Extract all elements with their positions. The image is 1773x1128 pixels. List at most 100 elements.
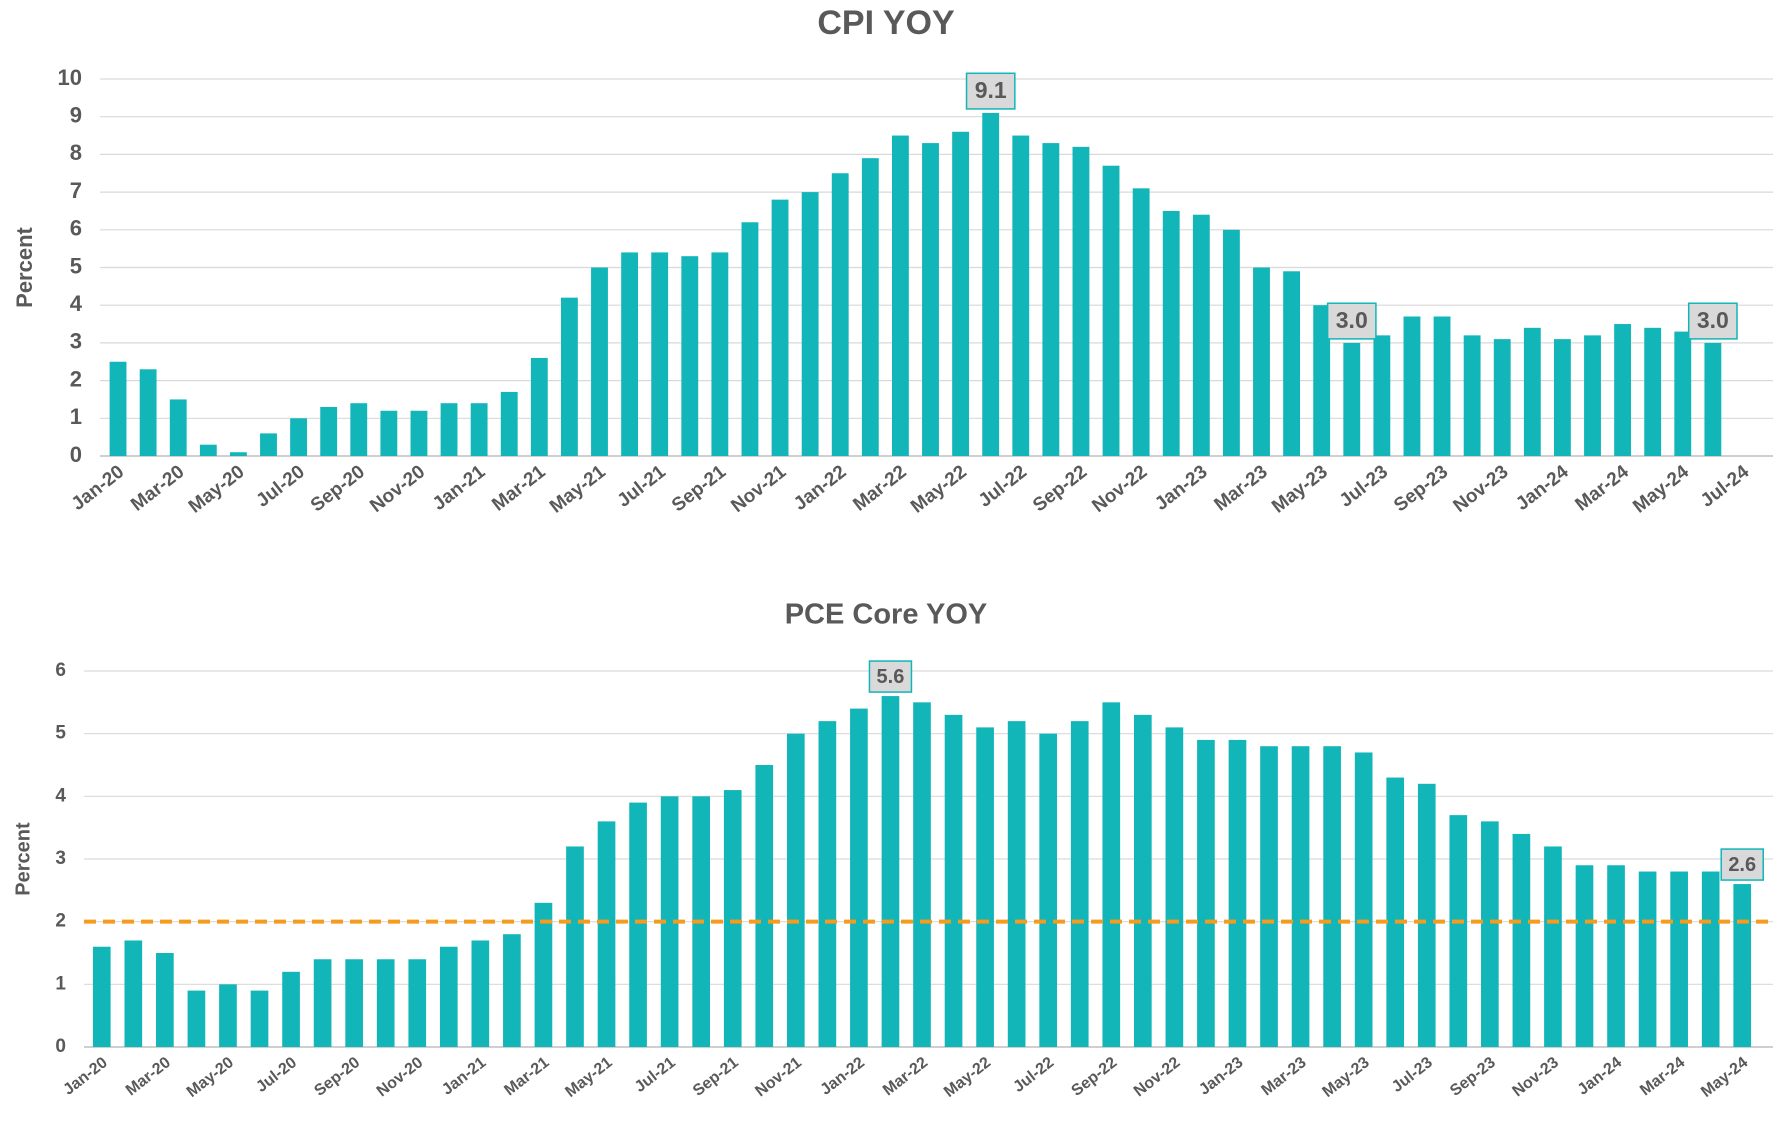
bar [1638, 871, 1657, 1047]
bar [1323, 746, 1341, 1047]
bar [1512, 833, 1531, 1047]
x-tick-label: Jan-20 [68, 461, 128, 515]
bar [1607, 865, 1625, 1047]
x-tick-label: May-20 [184, 1054, 237, 1101]
bar [1253, 267, 1270, 456]
bar [169, 399, 187, 456]
y-tick-label: 0 [55, 1036, 66, 1057]
x-tick-label: May-23 [1268, 461, 1332, 517]
label-box [1326, 302, 1377, 340]
bar [922, 143, 939, 456]
x-tick-label: May-23 [1320, 1054, 1373, 1101]
x-tick-label: May-20 [185, 461, 249, 517]
x-tick-label: May-22 [941, 1054, 994, 1101]
label-box [1720, 848, 1764, 881]
y-tick-label: 3 [55, 848, 66, 869]
bar [199, 444, 217, 456]
x-tick-label: Jul-23 [1389, 1054, 1436, 1096]
label-box [1687, 302, 1738, 340]
y-tick-label: 2 [55, 911, 66, 932]
x-tick-label: Jul-24 [1697, 461, 1754, 512]
x-tick-label: Mar-24 [1572, 461, 1634, 516]
bar [1614, 324, 1632, 456]
x-tick-label: Nov-22 [1088, 461, 1151, 517]
bar [1481, 821, 1499, 1047]
bar [1733, 884, 1752, 1047]
bar [229, 452, 247, 456]
bar [250, 990, 269, 1047]
chart-title: CPI YOY [817, 4, 955, 42]
bar [345, 959, 363, 1047]
x-tick-label: Jan-23 [1196, 1054, 1247, 1099]
bar [1070, 721, 1089, 1047]
x-tick-label: Jul-20 [253, 461, 309, 511]
bar [660, 796, 679, 1047]
bar [861, 158, 879, 457]
x-tick-label: Sep-23 [1390, 461, 1452, 516]
x-tick-label: Sep-21 [668, 461, 730, 516]
x-tick-label: Nov-21 [752, 1054, 805, 1100]
x-tick-label: Jul-22 [1010, 1054, 1057, 1096]
bar [1354, 752, 1373, 1047]
bar [1575, 865, 1594, 1047]
bar [976, 727, 994, 1047]
bar [1102, 702, 1121, 1047]
bar [982, 112, 1000, 457]
bar [818, 721, 837, 1047]
label-box [965, 72, 1016, 110]
bar [1403, 316, 1421, 456]
bar [786, 733, 805, 1047]
x-tick-label: Mar-23 [1210, 461, 1271, 515]
bar [1343, 342, 1361, 456]
bar [1493, 339, 1511, 456]
bar [350, 403, 368, 456]
x-tick-label: Sep-21 [690, 1054, 742, 1100]
bar [1039, 733, 1058, 1047]
bar [741, 222, 759, 456]
x-tick-label: Nov-22 [1131, 1054, 1184, 1100]
x-tick-label: Jul-21 [614, 461, 671, 512]
x-tick-label: Nov-23 [1509, 1054, 1562, 1100]
bar [651, 252, 669, 456]
bar [891, 135, 909, 457]
bar [1072, 146, 1090, 457]
x-tick-label: May-21 [546, 461, 610, 517]
bar [1042, 143, 1060, 456]
x-tick-label: Nov-23 [1450, 461, 1513, 517]
bar [1449, 815, 1468, 1047]
bar [470, 403, 488, 456]
x-tick-label: Nov-20 [374, 1054, 427, 1100]
bar [681, 256, 699, 456]
bar [1704, 342, 1722, 456]
bar [92, 946, 111, 1047]
x-tick-label: Mar-22 [880, 1054, 931, 1099]
bar [1133, 714, 1152, 1047]
y-tick-label: 4 [70, 291, 83, 316]
bar [1165, 727, 1184, 1047]
bar [1386, 777, 1405, 1047]
bar [282, 971, 300, 1047]
chart-title: PCE Core YOY [785, 599, 988, 631]
bar [1291, 746, 1310, 1047]
x-tick-label: Jan-24 [1512, 461, 1573, 515]
bar [440, 403, 458, 456]
bar [439, 946, 458, 1047]
bar [376, 959, 395, 1047]
x-tick-label: Nov-20 [366, 461, 429, 517]
bar [1313, 305, 1331, 456]
x-tick-label: May-24 [1629, 461, 1693, 517]
y-tick-label: 8 [70, 140, 82, 165]
bar [260, 433, 277, 456]
bar [1670, 871, 1688, 1047]
bar [850, 708, 868, 1047]
bar [410, 410, 428, 456]
bar [597, 821, 616, 1047]
y-tick-label: 7 [70, 178, 82, 203]
x-tick-label: Jul-22 [975, 461, 1031, 511]
data-label: 2.6 [1728, 854, 1756, 876]
bar [801, 192, 819, 456]
y-tick-label: 1 [55, 973, 66, 994]
x-tick-label: Jan-24 [1575, 1054, 1626, 1099]
data-label: 3.0 [1336, 307, 1368, 333]
x-tick-label: Jan-22 [818, 1054, 869, 1099]
